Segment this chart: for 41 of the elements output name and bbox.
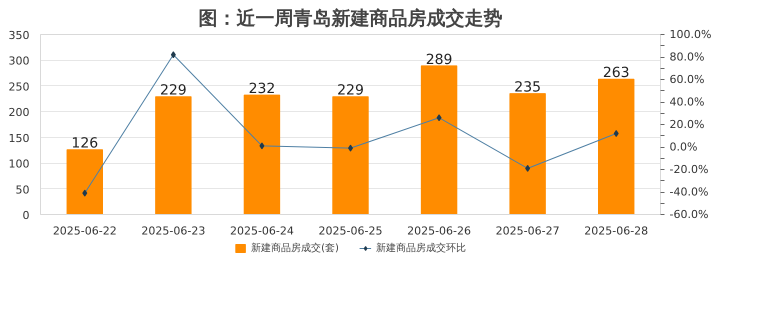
y-tick-label: 0	[22, 209, 30, 222]
y-tick-label: 350	[8, 29, 30, 42]
legend-label: 新建商品房成交环比	[376, 242, 466, 255]
y2-tick-label: 0.0%	[670, 140, 698, 154]
y2-tick-label: 20.0%	[670, 118, 704, 131]
x-tick-label: 2025-06-26	[407, 224, 472, 238]
y-tick-label: 250	[8, 80, 30, 94]
chart-title: 图：近一周青岛新建商品房成交走势	[198, 8, 502, 30]
y2-tick-label: 40.0%	[670, 96, 704, 108]
data-label: 229	[160, 82, 187, 99]
y-tick-label: 150	[8, 132, 30, 145]
bar	[509, 93, 546, 214]
y-tick-label: 100	[8, 158, 30, 171]
y2-tick-label: 80.0%	[670, 50, 704, 64]
y2-tick-label: -40.0%	[670, 186, 708, 198]
data-label: 289	[426, 52, 452, 68]
y2-tick-label: 60.0%	[670, 73, 704, 86]
x-tick-label: 2025-06-25	[318, 224, 382, 238]
bar	[420, 65, 458, 214]
data-label: 232	[248, 81, 276, 98]
bar	[66, 149, 103, 214]
x-tick-label: 2025-06-28	[584, 224, 648, 238]
x-tick-label: 2025-06-24	[230, 224, 294, 238]
x-tick-label: 2025-06-27	[496, 224, 560, 238]
bar	[598, 78, 634, 214]
data-label: 229	[337, 82, 364, 99]
y2-tick-label: -20.0%	[670, 163, 708, 176]
x-tick-label: 2025-06-22	[52, 224, 117, 238]
y-tick-label: 300	[8, 54, 30, 68]
y-tick-label: 50	[16, 183, 30, 196]
x-tick-label: 2025-06-23	[141, 224, 206, 238]
bar	[155, 96, 192, 214]
data-label: 126	[71, 136, 98, 152]
data-label: 263	[602, 65, 630, 82]
bar	[332, 96, 369, 214]
bar	[244, 94, 280, 214]
data-label: 235	[514, 80, 542, 96]
y2-tick-label: -60.0%	[670, 208, 708, 221]
y-tick-label: 200	[8, 106, 30, 120]
y2-tick-label: 100.0%	[670, 28, 712, 41]
legend-label: 新建商品房成交(套)	[251, 242, 339, 255]
